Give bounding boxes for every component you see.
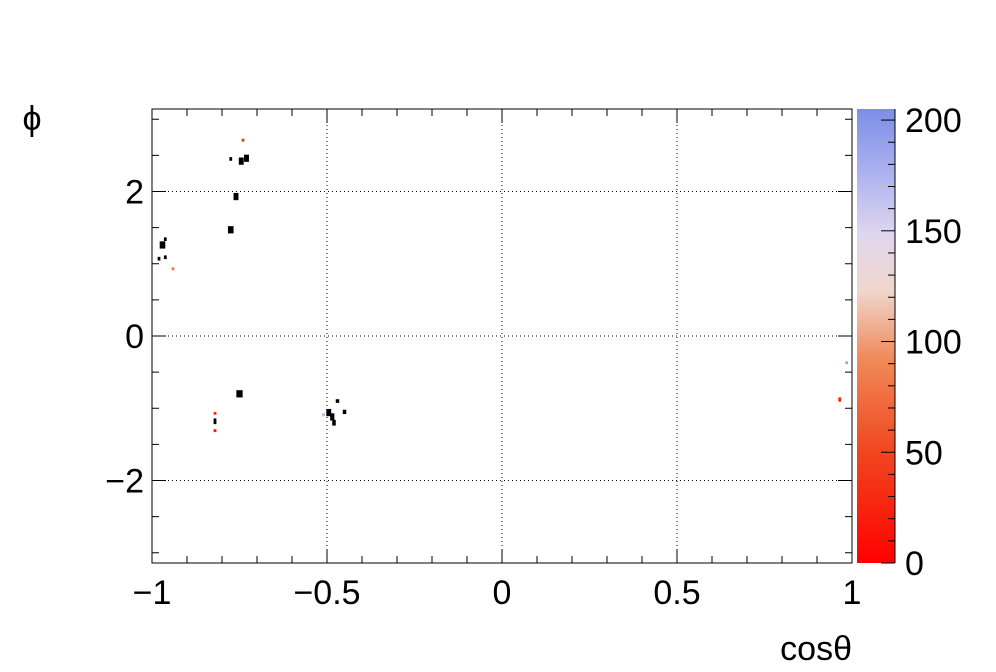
colorbar-tick-label: 150 <box>905 213 962 251</box>
heatmap-cell <box>163 255 167 260</box>
heatmap-cell <box>213 411 217 415</box>
heatmap-cell <box>213 418 217 425</box>
heatmap-cell <box>322 413 325 417</box>
x-tick-label: −0.5 <box>293 574 360 612</box>
heatmap-cell <box>244 154 249 162</box>
heatmap-cell <box>171 267 175 271</box>
x-tick-labels: −1 −0.5 0 0.5 1 <box>133 574 862 612</box>
heatmap-cell <box>238 157 244 165</box>
heatmap-cell <box>342 409 347 415</box>
heatmap-cell <box>157 256 161 261</box>
y-tick-label: −2 <box>105 463 144 501</box>
x-tick-label: 0 <box>493 574 512 612</box>
heatmap-cell <box>227 226 234 234</box>
axis-ticks <box>151 109 853 563</box>
heatmap-cell <box>233 192 239 201</box>
y-tick-label: 0 <box>125 318 144 356</box>
heatmap-cell <box>335 399 340 403</box>
grid-lines <box>152 109 852 563</box>
x-tick-label: −1 <box>133 574 172 612</box>
heatmap-cell <box>163 237 167 241</box>
heatmap-cells <box>157 138 849 433</box>
heatmap-cell <box>838 397 842 402</box>
y-tick-label: 2 <box>125 173 144 211</box>
heatmap-cell <box>326 408 332 417</box>
heatmap-cell <box>229 157 233 161</box>
x-tick-label: 0.5 <box>653 574 700 612</box>
colorbar-tick-labels: 0 50 100 150 200 <box>905 102 962 583</box>
x-tick-label: 1 <box>843 574 862 612</box>
heatmap-cell <box>236 390 243 398</box>
colorbar-tick-label: 100 <box>905 324 962 362</box>
heatmap-cell <box>241 138 245 142</box>
y-tick-labels: −2 0 2 <box>105 173 144 500</box>
colorbar <box>857 109 895 563</box>
heatmap-cell <box>159 241 166 249</box>
heatmap-cell <box>845 361 849 365</box>
colorbar-tick-label: 200 <box>905 102 962 140</box>
x-axis-title: cosθ <box>780 630 852 668</box>
colorbar-tick-label: 50 <box>905 434 943 472</box>
colorbar-ticks <box>881 109 896 564</box>
colorbar-tick-label: 0 <box>905 545 924 583</box>
heatmap-cell <box>213 429 217 433</box>
heatmap-cell <box>332 419 336 426</box>
y-axis-title: ϕ <box>22 100 41 138</box>
heatmap-cell <box>330 413 335 421</box>
